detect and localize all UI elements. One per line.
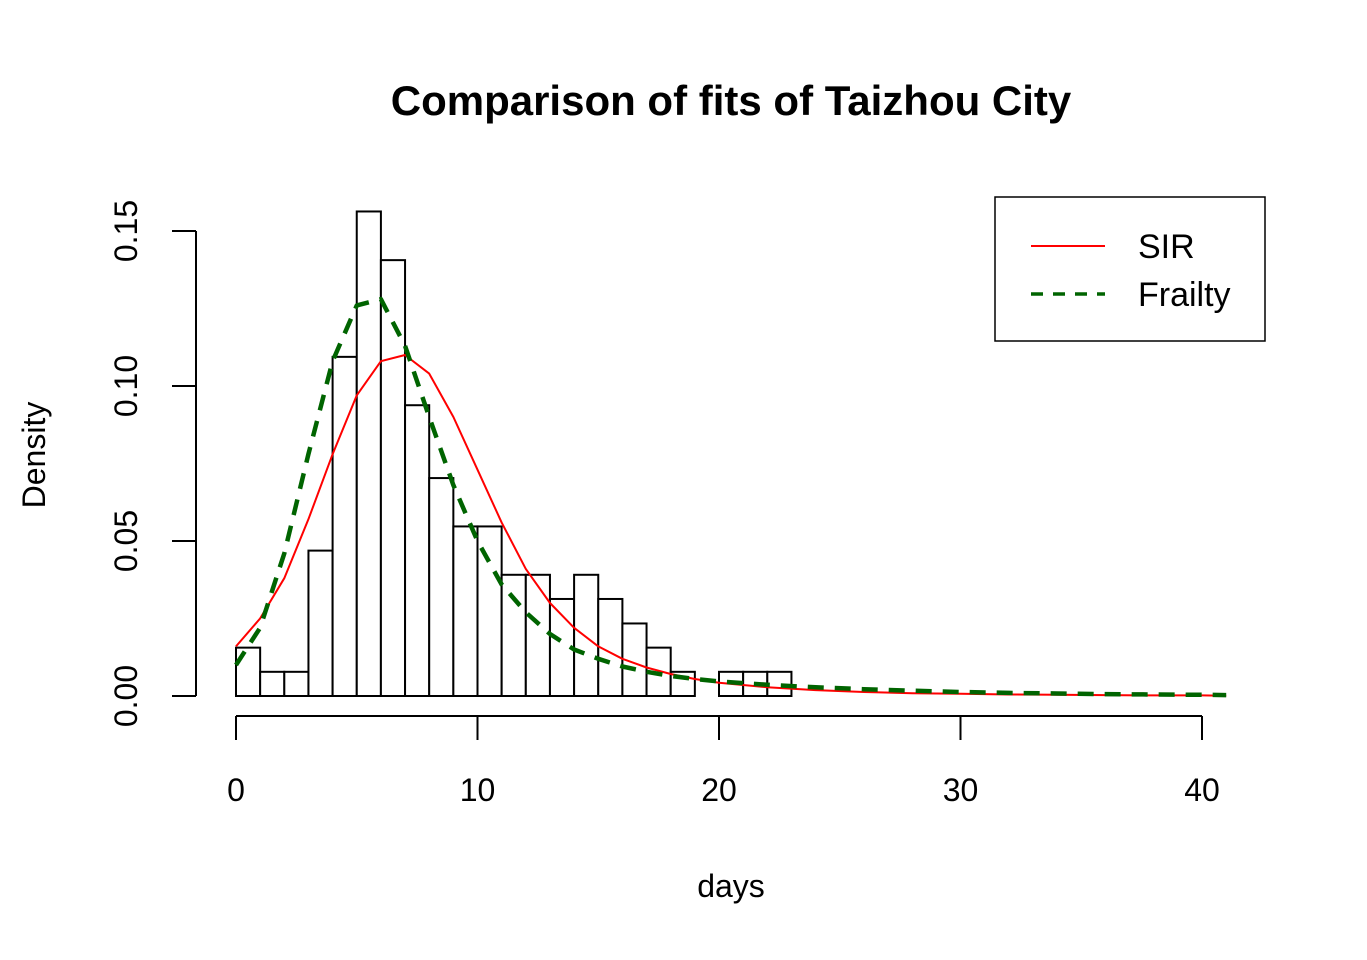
- histogram-bar: [573, 573, 600, 697]
- histogram-bar: [307, 549, 334, 697]
- chart-title: Comparison of fits of Taizhou City: [391, 77, 1072, 124]
- legend-sir-label: SIR: [1138, 228, 1195, 266]
- histogram-bar: [500, 573, 527, 697]
- histogram-bar: [404, 404, 431, 697]
- legend-frailty-label: Frailty: [1138, 276, 1231, 314]
- y-axis: 0.00 0.05 0.10 0.15: [108, 200, 197, 727]
- x-tick-label: 40: [1184, 772, 1220, 808]
- x-axis-label: days: [697, 868, 765, 904]
- histogram-bar: [331, 355, 358, 697]
- x-tick-label: 30: [943, 772, 979, 808]
- frailty-curve: [234, 296, 1227, 698]
- histogram-bars: [235, 210, 793, 698]
- x-tick-label: 10: [460, 772, 496, 808]
- histogram-bar: [355, 210, 382, 697]
- y-tick-label: 0.00: [108, 665, 144, 727]
- histogram-bar: [235, 646, 262, 698]
- histogram-bar: [259, 670, 286, 698]
- y-tick-label: 0.15: [108, 200, 144, 262]
- histogram-bar: [476, 525, 503, 697]
- histogram-bar: [283, 670, 310, 698]
- histogram-bar: [428, 477, 455, 697]
- legend: SIR Frailty: [994, 196, 1266, 342]
- fit-curves: [234, 296, 1227, 698]
- y-axis-label: Density: [16, 402, 52, 509]
- x-axis: 0 10 20 30 40: [227, 715, 1220, 808]
- x-tick-label: 0: [227, 772, 245, 808]
- histogram-bar: [524, 573, 551, 697]
- y-tick-label: 0.10: [108, 355, 144, 417]
- histogram-bar: [452, 525, 479, 697]
- x-tick-label: 20: [701, 772, 737, 808]
- histogram-bar: [379, 259, 407, 697]
- y-tick-label: 0.05: [108, 510, 144, 572]
- legend-box: [994, 196, 1266, 342]
